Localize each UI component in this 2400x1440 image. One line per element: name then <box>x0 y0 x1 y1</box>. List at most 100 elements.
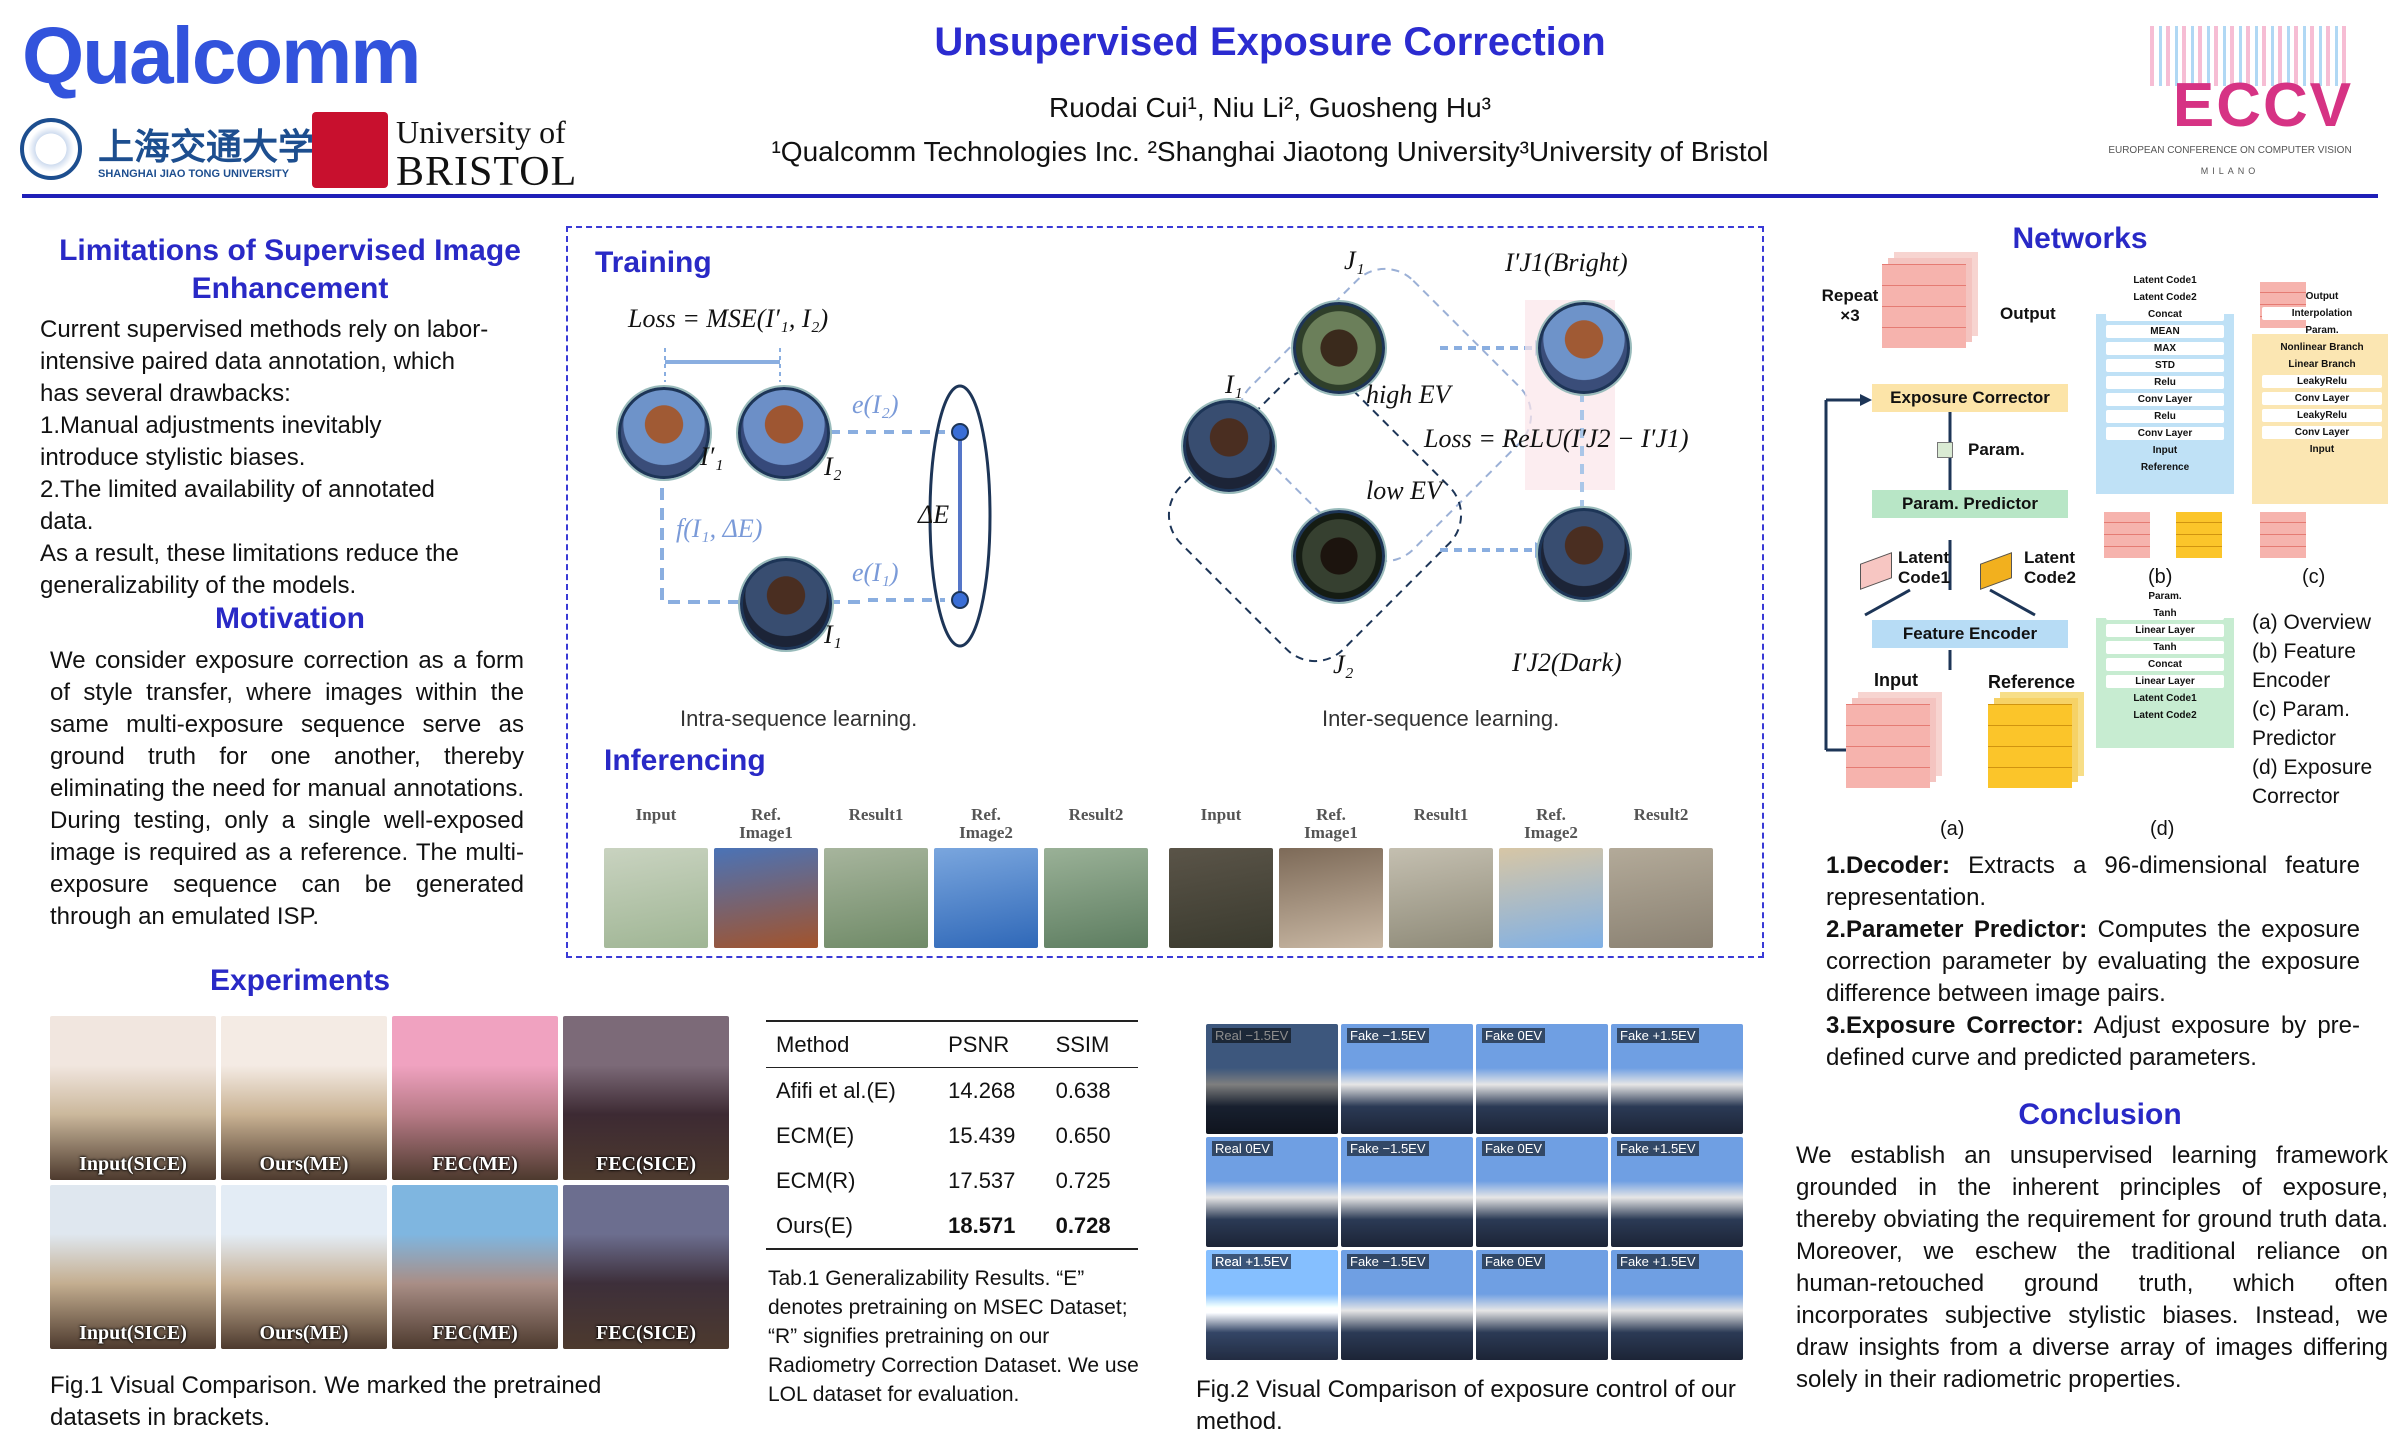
fig2-label: Real 0EV <box>1212 1141 1273 1156</box>
fig2-label: Fake 0EV <box>1482 1254 1546 1269</box>
experiments-title: Experiments <box>209 964 391 997</box>
input-tensor <box>1846 704 1930 788</box>
table-header-cell: Method <box>776 1031 850 1057</box>
table-cell: Afifi et al.(E) <box>776 1077 896 1103</box>
motivation-text: We consider exposure correction as a for… <box>50 647 524 930</box>
d-stack: Param. Tanh Linear Layer Tanh Concat Linear L… <box>2106 590 2224 726</box>
legend-item: (b) Feature Encoder <box>2252 640 2356 692</box>
fig2-image: Fake 0EV <box>1476 1024 1608 1134</box>
network-desc-text: Computes the exposure correction paramet… <box>1826 916 2360 1007</box>
eccv-logo: ECCV <box>2172 71 2354 140</box>
label-i2: I₂ <box>824 452 842 481</box>
inferencing-label: Ref. Image2 <box>959 805 1013 842</box>
latent-code2-label: Latent Code2 <box>2024 548 2076 587</box>
network-desc-text: Adjust exposure by pre-defined curve and… <box>1826 1012 2360 1071</box>
net-layer-label: Interpolation <box>2262 307 2382 320</box>
fig1-image: Ours(ME) <box>221 1185 387 1349</box>
c-stack: Output Interpolation Param. Nonlinear Branc… <box>2262 290 2382 460</box>
limitations-line: generalizability of the models. <box>40 572 357 599</box>
bristol-crest-icon <box>312 112 388 188</box>
fig2-label: Fake +1.5EV <box>1617 1141 1699 1156</box>
net-layer-label: Conv Layer <box>2262 426 2382 439</box>
inferencing-image <box>1609 848 1713 948</box>
c-input-tensor <box>2260 512 2306 558</box>
image-j1 <box>1293 302 1385 394</box>
table-cell: 14.268 <box>948 1077 1016 1103</box>
inferencing-image <box>714 848 818 948</box>
inferencing-image <box>1044 848 1148 948</box>
fig2-image: Fake −1.5EV <box>1341 1024 1473 1134</box>
net-layer-label: Latent Code1 <box>2133 693 2197 704</box>
net-layer-label: Conv Layer <box>2262 392 2382 405</box>
fig2-image: Fake 0EV <box>1476 1137 1608 1247</box>
fig1-label: Ours(ME) <box>259 1153 349 1175</box>
inferencing-label: Input <box>635 805 677 824</box>
authors: Ruodai Cui¹, Niu Li², Guosheng Hu³ <box>1049 92 1491 123</box>
label-j1: J₁ <box>1344 246 1365 275</box>
net-layer-label: Latent Code1 <box>2133 275 2197 286</box>
table-row: Ours(E) 18.571 0.728 <box>766 1203 1138 1248</box>
network-desc-item: 1.Decoder: Extracts a 96-dimensional fea… <box>1826 850 2360 914</box>
inferencing-image <box>1389 848 1493 948</box>
inferencing-label: Input <box>1200 805 1242 824</box>
fig2-image: Fake +1.5EV <box>1611 1250 1743 1360</box>
inferencing-label: Ref. Image1 <box>1304 805 1358 842</box>
table-header-cell: SSIM <box>1055 1031 1110 1057</box>
results-table-top-rule <box>766 1020 1138 1022</box>
sjtu-seal-icon <box>20 118 82 180</box>
limitations-line: intensive paired data annotation, which <box>40 348 455 375</box>
networks-title: Networks <box>2012 222 2148 255</box>
fig2-label: Fake +1.5EV <box>1617 1254 1699 1269</box>
table-header-row: Method PSNR SSIM <box>766 1022 1138 1068</box>
fig2-image: Fake 0EV <box>1476 1250 1608 1360</box>
table-header-cell: PSNR <box>948 1031 1010 1057</box>
table-caption: Tab.1 Generalizability Results. “E” deno… <box>768 1267 1139 1406</box>
fig1-image: FEC(SICE) <box>563 1016 729 1180</box>
net-layer-label: Output <box>2305 291 2339 302</box>
latent-code1-label: Latent Code1 <box>1898 548 1950 587</box>
net-layer-label: LeakyRelu <box>2262 375 2382 388</box>
b-reference-tensor <box>2176 512 2222 558</box>
loss-relu: Loss = ReLU(I′J2 − I′J1) <box>1424 424 1689 453</box>
fig2-label: Real −1.5EV <box>1212 1028 1292 1043</box>
table-cell: ECM(R) <box>776 1167 856 1193</box>
image-i2 <box>738 387 830 479</box>
limitations-line: has several drawbacks: <box>40 380 291 407</box>
affiliations: ¹Qualcomm Technologies Inc. ²Shanghai Ji… <box>771 136 1769 167</box>
network-desc-head: 1.Decoder: <box>1826 852 1951 879</box>
net-layer-label: Conv Layer <box>2106 427 2224 440</box>
inferencing-label: Result1 <box>1413 805 1469 824</box>
fig2-label: Fake −1.5EV <box>1347 1254 1429 1269</box>
net-layer-label: Conv Layer <box>2106 393 2224 406</box>
fig1-image: FEC(SICE) <box>563 1185 729 1349</box>
image-dark <box>1538 508 1630 600</box>
method-box <box>566 226 1764 958</box>
net-layer-label: STD <box>2106 359 2224 372</box>
net-layer-label: Relu <box>2106 376 2224 389</box>
limitations-text: Current supervised methods rely on labor… <box>40 314 560 602</box>
qualcomm-logo: Qualcomm <box>22 11 421 100</box>
fig2-label: Fake 0EV <box>1482 1141 1546 1156</box>
reference-tensor <box>1988 704 2072 788</box>
c-output-tensor <box>2260 282 2306 328</box>
net-layer-label: Concat <box>2106 308 2224 321</box>
repeat-label: Repeat ×3 <box>1821 286 1879 325</box>
table-row: Afifi et al.(E) 14.268 0.638 <box>766 1067 1138 1114</box>
results-table-bottom-rule <box>766 1248 1138 1250</box>
table-cell: ECM(E) <box>776 1122 855 1148</box>
limitations-line: 1.Manual adjustments inevitably <box>40 412 382 439</box>
table-cell: 0.728 <box>1055 1212 1111 1238</box>
fig1-label: Input(SICE) <box>79 1322 187 1344</box>
motivation-title: Motivation <box>215 602 365 635</box>
limitations-line: As a result, these limitations reduce th… <box>40 540 459 567</box>
table-cell: 0.638 <box>1055 1077 1111 1103</box>
bristol-name-2: BRISTOL <box>396 149 578 195</box>
fig2-image: Fake +1.5EV <box>1611 1024 1743 1134</box>
limitations-line: 2.The limited availability of annotated <box>40 476 435 503</box>
b-stack: Latent Code1 Latent Code2 Concat MEAN MAX STD… <box>2106 274 2224 478</box>
results-table: Method PSNR SSIM Afifi et al.(E) 14.268 0.638… <box>766 1022 1138 1248</box>
caption-intra: Intra-sequence learning. <box>680 706 918 731</box>
conclusion-text: We establish an unsupervised learning fr… <box>1796 1142 2388 1393</box>
image-i1-prime <box>618 387 710 479</box>
table-row: ECM(E) 15.439 0.650 <box>766 1113 1138 1158</box>
